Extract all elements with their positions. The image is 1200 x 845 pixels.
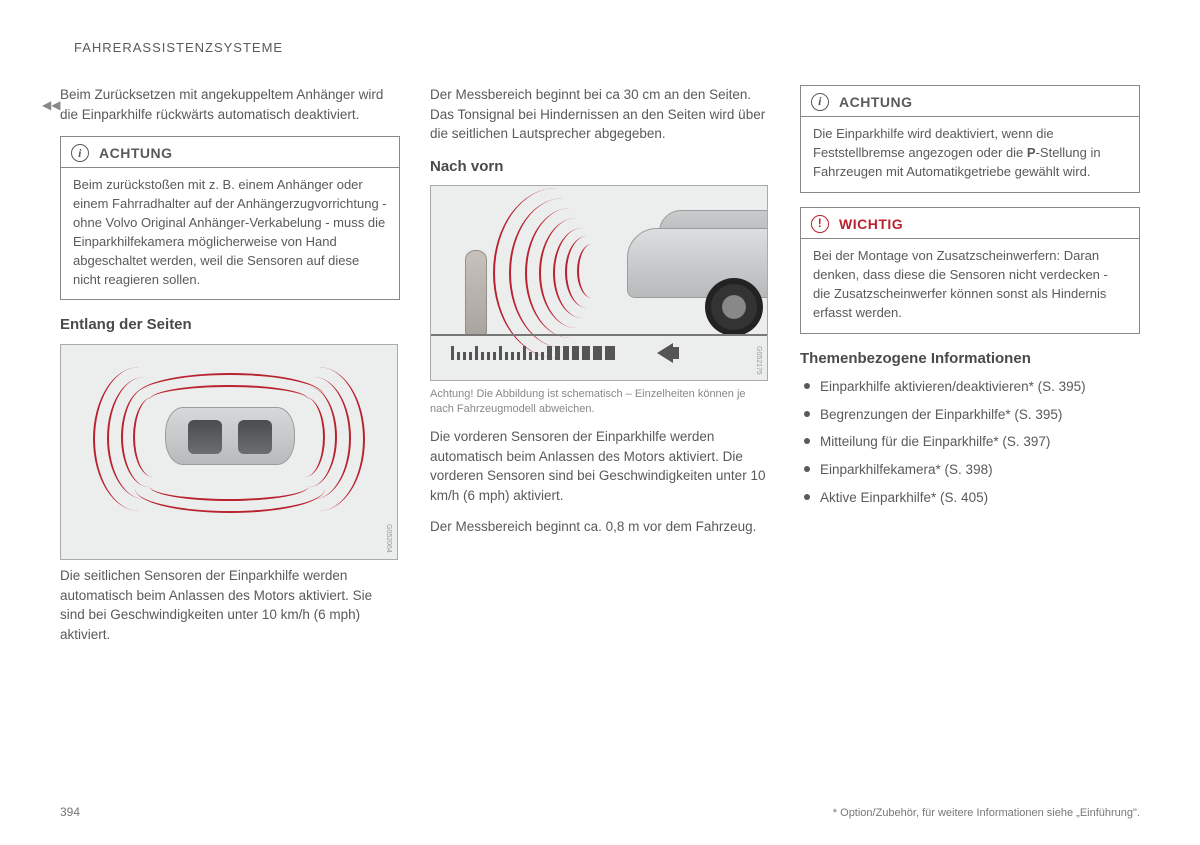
related-item: Aktive Einparkhilfe* (S. 405) bbox=[800, 488, 1140, 508]
distance-scale bbox=[451, 344, 651, 360]
side-section-heading: Entlang der Seiten bbox=[60, 314, 400, 336]
figure-code: G052175 bbox=[753, 346, 763, 375]
sensor-arc bbox=[493, 188, 619, 358]
related-item: Einparkhilfekamera* (S. 398) bbox=[800, 460, 1140, 480]
wichtig-title: WICHTIG bbox=[839, 214, 903, 234]
achtung-box-1: i ACHTUNG Beim zurückstoßen mit z. B. ei… bbox=[60, 136, 400, 300]
side-paragraph: Die seitlichen Sensoren der Einparkhilfe… bbox=[60, 566, 400, 644]
speaker-icon bbox=[657, 343, 673, 363]
front-para-1: Die vorderen Sensoren der Einparkhilfe w… bbox=[430, 427, 770, 505]
bollard-icon bbox=[465, 250, 487, 336]
achtung-2-body: Die Einparkhilfe wird deaktiviert, wenn … bbox=[801, 117, 1139, 192]
figure-code: G052064 bbox=[383, 524, 393, 553]
info-icon: i bbox=[71, 144, 89, 162]
achtung-box-2: i ACHTUNG Die Einparkhilfe wird deaktivi… bbox=[800, 85, 1140, 193]
column-2: Der Messbereich beginnt bei ca 30 cm an … bbox=[430, 85, 770, 656]
related-item: Mitteilung für die Einparkhilfe* (S. 397… bbox=[800, 432, 1140, 452]
front-section-heading: Nach vorn bbox=[430, 156, 770, 178]
achtung-1-body: Beim zurückstoßen mit z. B. einem Anhäng… bbox=[61, 168, 399, 299]
column-3: i ACHTUNG Die Einparkhilfe wird deaktivi… bbox=[800, 85, 1140, 656]
footnote: * Option/Zubehör, für weitere Informatio… bbox=[833, 807, 1140, 819]
wichtig-body: Bei der Montage von Zusatzscheinwerfern:… bbox=[801, 239, 1139, 332]
page-section-header: FAHRERASSISTENZSYSTEME bbox=[74, 40, 1140, 55]
figure-side-sensors: G052064 bbox=[60, 344, 398, 560]
achtung-2-pre: Die Einparkhilfe wird deaktiviert, wenn … bbox=[813, 126, 1054, 160]
figure-caption: Achtung! Die Abbildung ist schematisch –… bbox=[430, 387, 770, 417]
achtung-1-title: ACHTUNG bbox=[99, 143, 173, 163]
related-item: Begrenzungen der Einparkhilfe* (S. 395) bbox=[800, 405, 1140, 425]
ground-line bbox=[431, 334, 767, 336]
alert-icon: ! bbox=[811, 215, 829, 233]
sensor-arc bbox=[135, 465, 325, 513]
content-columns: Beim Zurücksetzen mit angekuppeltem Anhä… bbox=[60, 85, 1140, 656]
achtung-2-bold: P bbox=[1027, 145, 1036, 160]
front-para-2: Der Messbereich beginnt ca. 0,8 m vor de… bbox=[430, 517, 770, 537]
column-1: Beim Zurücksetzen mit angekuppeltem Anhä… bbox=[60, 85, 400, 656]
wichtig-box: ! WICHTIG Bei der Montage von Zusatzsche… bbox=[800, 207, 1140, 334]
achtung-1-header: i ACHTUNG bbox=[61, 137, 399, 168]
related-heading: Themenbezogene Informationen bbox=[800, 348, 1140, 370]
wichtig-header: ! WICHTIG bbox=[801, 208, 1139, 239]
figure-front-sensors: G052175 bbox=[430, 185, 768, 381]
intro-paragraph: Beim Zurücksetzen mit angekuppeltem Anhä… bbox=[60, 85, 400, 124]
car-side-icon bbox=[627, 204, 768, 322]
col2-top-para: Der Messbereich beginnt bei ca 30 cm an … bbox=[430, 85, 770, 144]
achtung-2-title: ACHTUNG bbox=[839, 92, 913, 112]
related-info-list: Einparkhilfe aktivieren/deaktivieren* (S… bbox=[800, 377, 1140, 507]
related-item: Einparkhilfe aktivieren/deaktivieren* (S… bbox=[800, 377, 1140, 397]
continuation-icon: ◀◀ bbox=[42, 98, 60, 112]
info-icon: i bbox=[811, 93, 829, 111]
sensor-arc bbox=[135, 373, 325, 421]
page-number: 394 bbox=[60, 805, 80, 819]
achtung-2-header: i ACHTUNG bbox=[801, 86, 1139, 117]
